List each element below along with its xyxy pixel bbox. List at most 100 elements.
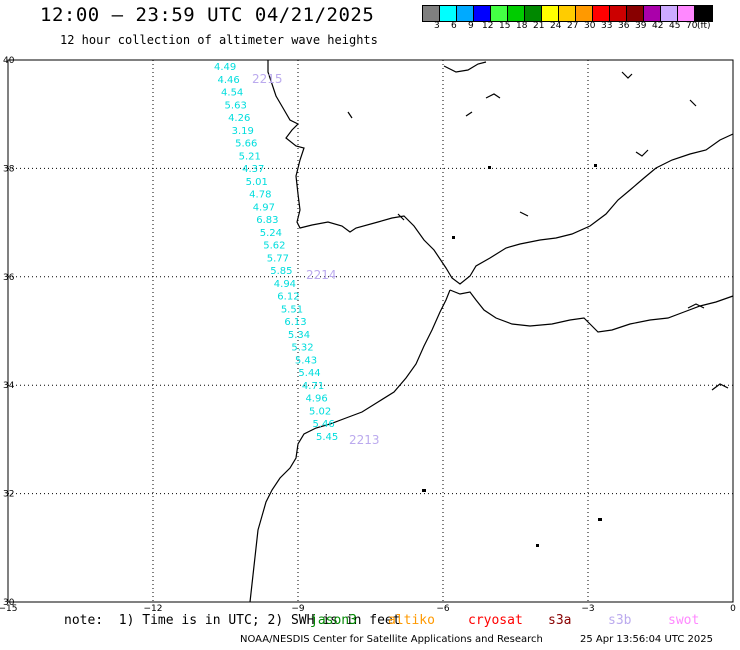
- swh-value-label: 5.34: [288, 330, 310, 341]
- swh-value-label: 5.24: [260, 228, 282, 239]
- pass-number-2214: 2214: [306, 268, 337, 282]
- colorbar-label: 18: [516, 21, 528, 31]
- colorbar-swatch: [610, 6, 627, 21]
- colorbar-label: 42: [652, 21, 664, 31]
- coastline-fragment-island3: [485, 93, 501, 99]
- island-dot: [488, 166, 491, 169]
- colorbar-swatch: [661, 6, 678, 21]
- legend-s3b: s3b: [608, 613, 632, 628]
- swh-value-label: 4.54: [221, 88, 243, 99]
- swh-value-label: 5.85: [270, 266, 292, 277]
- coastline-fragment-ne: [443, 61, 487, 73]
- swh-value-label: 4.46: [218, 75, 240, 86]
- coastline-iberia-west: [267, 60, 734, 285]
- colorbar-swatch: [695, 6, 712, 21]
- lat-tick-label: 34: [3, 381, 15, 391]
- lon-tick-label: −15: [0, 604, 18, 612]
- coastline-morocco-west: [249, 289, 451, 603]
- swh-value-label: 6.83: [256, 215, 278, 226]
- colorbar-swatch: [474, 6, 491, 21]
- swh-value-label: 4.71: [302, 381, 324, 392]
- colorbar-swatch: [491, 6, 508, 21]
- colorbar-label: (ft): [697, 21, 711, 31]
- pass-number-labels: 2215 2214 2213: [252, 72, 380, 447]
- colorbar-swatch: [576, 6, 593, 21]
- swh-value-label: 4.49: [214, 62, 236, 73]
- swh-value-label: 5.02: [309, 406, 331, 417]
- coastline-fragment-island6: [635, 149, 649, 157]
- colorbar-swatch: [644, 6, 661, 21]
- small-islands: [422, 164, 602, 547]
- pass-number-2215: 2215: [252, 72, 283, 86]
- colorbar-label: 3: [434, 21, 440, 31]
- colorbar-swatch: [627, 6, 644, 21]
- swh-value-label: 4.78: [249, 190, 271, 201]
- island-dot: [422, 489, 426, 492]
- lon-tick-label: −12: [144, 604, 163, 612]
- lon-tick-label: −6: [436, 604, 450, 612]
- coastline-fragment-island2: [689, 99, 697, 107]
- map-grid: [8, 60, 733, 602]
- coastline-fragment-island1: [621, 71, 633, 79]
- colorbar-label: 33: [601, 21, 613, 31]
- swh-value-label: 5.45: [316, 432, 338, 443]
- lon-tick-label: −3: [581, 604, 594, 612]
- axis-tick-labels: −15 −12 −9 −6 −3 0 40 38 36 34 32 30: [0, 56, 736, 612]
- colorbar-swatch: [457, 6, 474, 21]
- swh-value-label: 4.37: [242, 164, 264, 175]
- swh-value-label: 3.19: [232, 126, 254, 137]
- colorbar-label: 39: [635, 21, 647, 31]
- colorbar-label: 6: [451, 21, 457, 31]
- swh-colorbar: [422, 5, 713, 22]
- swh-value-label: 5.01: [246, 177, 268, 188]
- colorbar-label: 30: [584, 21, 596, 31]
- lon-tick-label: −9: [291, 604, 305, 612]
- coastline-fragment-island8: [687, 303, 705, 309]
- swh-value-label: 5.51: [281, 304, 303, 315]
- swh-value-label: 4.26: [228, 113, 250, 124]
- island-dot: [536, 544, 539, 547]
- coastline-fragment-island5: [519, 211, 529, 217]
- swh-value-label: 5.63: [225, 100, 247, 111]
- swh-value-label: 4.94: [274, 279, 296, 290]
- satellite-legend: jason3 altiko cryosat s3a s3b swot: [0, 613, 740, 629]
- lat-tick-label: 32: [3, 490, 14, 500]
- colorbar-label: 21: [533, 21, 545, 31]
- colorbar-swatch: [559, 6, 576, 21]
- swh-value-label: 5.66: [235, 139, 257, 150]
- map-subtitle: 12 hour collection of altimeter wave hei…: [60, 33, 378, 47]
- legend-swot: swot: [668, 613, 700, 628]
- colorbar-swatch: [678, 6, 695, 21]
- island-dot: [598, 518, 602, 521]
- swh-value-label: 4.96: [305, 394, 327, 405]
- coastlines: [249, 60, 734, 603]
- colorbar-label: 12: [482, 21, 494, 31]
- footer-note: note: 1) Time is in UTC; 2) SWH is in fe…: [64, 613, 401, 628]
- colorbar-label: 36: [618, 21, 630, 31]
- pass-number-2213: 2213: [349, 433, 380, 447]
- island-dot: [452, 236, 455, 239]
- swh-value-label: 5.43: [295, 355, 317, 366]
- lat-tick-label: 38: [3, 164, 15, 174]
- colorbar-label: 45: [669, 21, 681, 31]
- legend-altiko: altiko: [388, 613, 435, 628]
- lat-tick-label: 30: [3, 598, 15, 608]
- island-dot: [594, 164, 597, 167]
- lat-tick-label: 40: [3, 56, 15, 66]
- coastline-fragment-island4: [465, 111, 473, 117]
- coastline-fragment-island10: [347, 111, 353, 119]
- legend-jason3: jason3: [310, 613, 357, 628]
- coastline-fragment-island9: [397, 213, 405, 221]
- colorbar-swatch: [593, 6, 610, 21]
- colorbar-swatch: [542, 6, 559, 21]
- colorbar-swatch: [440, 6, 457, 21]
- coastline-africa-north: [449, 289, 734, 333]
- colorbar-swatch: [508, 6, 525, 21]
- legend-s3a: s3a: [548, 613, 572, 628]
- swh-value-label: 5.62: [263, 241, 285, 252]
- coastline-fragment-island7: [711, 383, 729, 391]
- generation-timestamp: 25 Apr 13:56:04 UTC 2025: [580, 634, 713, 645]
- lon-tick-label: 0: [730, 604, 736, 612]
- colorbar-label: 15: [499, 21, 511, 31]
- legend-cryosat: cryosat: [468, 613, 523, 628]
